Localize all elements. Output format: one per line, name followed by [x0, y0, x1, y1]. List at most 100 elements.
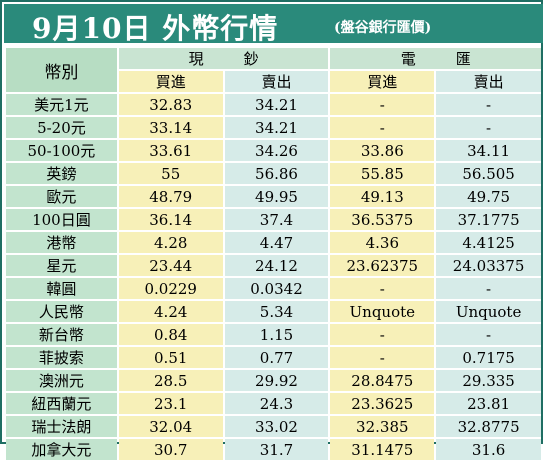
cash-sell-cell: 0.77 [224, 347, 329, 368]
table-row: 新台幣 0.84 1.15- - [6, 324, 541, 345]
page-title: 9月10日 外幣行情 [32, 12, 279, 45]
transfer-sell-cell: - [436, 324, 541, 345]
rate-table-body: 幣別 現鈔 電匯 買進 賣出 買進 賣出 美元1元 32.83 34.21- -5-2… [6, 48, 541, 460]
currency-cell: 菲披索 [6, 347, 117, 368]
transfer-buy-header: 買進 [330, 71, 435, 92]
transfer-buy-cell: - [330, 347, 435, 368]
transfer-sell-cell: 49.75 [436, 186, 541, 207]
cash-sell-cell: 33.02 [224, 416, 329, 437]
cash-sell-header: 賣出 [224, 71, 329, 92]
transfer-sell-cell: 24.03375 [436, 255, 541, 276]
cash-sell-cell: 1.15 [224, 324, 329, 345]
transfer-sell-cell: Unquote [436, 301, 541, 322]
currency-cell: 歐元 [6, 186, 117, 207]
transfer-sell-header: 賣出 [436, 71, 541, 92]
cash-buy-cell: 28.5 [118, 370, 223, 391]
cash-buy-cell: 36.14 [118, 209, 223, 230]
transfer-buy-cell: - [330, 278, 435, 299]
cash-buy-header: 買進 [118, 71, 223, 92]
cash-sell-cell: 34.26 [224, 140, 329, 161]
transfer-buy-cell: 49.13 [330, 186, 435, 207]
transfer-buy-cell: Unquote [330, 301, 435, 322]
transfer-sell-cell: 32.8775 [436, 416, 541, 437]
currency-cell: 美元1元 [6, 94, 117, 115]
currency-cell: 5-20元 [6, 117, 117, 138]
cash-buy-cell: 0.84 [118, 324, 223, 345]
cash-sell-cell: 29.92 [224, 370, 329, 391]
currency-cell: 新台幣 [6, 324, 117, 345]
transfer-buy-cell: - [330, 94, 435, 115]
title-bar: 9月10日 外幣行情 (盤谷銀行匯價) [4, 4, 543, 45]
transfer-buy-cell: - [330, 324, 435, 345]
transfer-sell-cell: 4.4125 [436, 232, 541, 253]
cash-sell-cell: 31.7 [224, 439, 329, 460]
table-row: 瑞士法朗 32.04 33.02 32.385 32.8775 [6, 416, 541, 437]
cash-sell-cell: 34.21 [224, 117, 329, 138]
currency-cell: 瑞士法朗 [6, 416, 117, 437]
currency-cell: 紐西蘭元 [6, 393, 117, 414]
cash-buy-cell: 55 [118, 163, 223, 184]
transfer-sell-cell: 37.1775 [436, 209, 541, 230]
cash-sell-cell: 24.3 [224, 393, 329, 414]
cash-sell-cell: 24.12 [224, 255, 329, 276]
cash-buy-cell: 33.61 [118, 140, 223, 161]
cash-buy-cell: 33.14 [118, 117, 223, 138]
cash-buy-cell: 4.28 [118, 232, 223, 253]
table-row: 美元1元 32.83 34.21- - [6, 94, 541, 115]
table-row: 韓圓 0.0229 0.0342- - [6, 278, 541, 299]
transfer-group-header: 電匯 [330, 48, 541, 69]
transfer-buy-cell: 55.85 [330, 163, 435, 184]
cash-buy-cell: 4.24 [118, 301, 223, 322]
table-row: 紐西蘭元 23.1 24.3 23.3625 23.81 [6, 393, 541, 414]
transfer-buy-cell: 23.3625 [330, 393, 435, 414]
transfer-sell-cell: 31.6 [436, 439, 541, 460]
transfer-sell-cell: - [436, 117, 541, 138]
transfer-sell-cell: 29.335 [436, 370, 541, 391]
table-row: 100日圓 36.14 37.4 36.5375 37.1775 [6, 209, 541, 230]
currency-cell: 港幣 [6, 232, 117, 253]
cash-sell-cell: 49.95 [224, 186, 329, 207]
table-row: 澳洲元 28.5 29.92 28.8475 29.335 [6, 370, 541, 391]
header-row-sub: 買進 賣出 買進 賣出 [6, 71, 541, 92]
exchange-rate-table: 幣別 現鈔 電匯 買進 賣出 買進 賣出 美元1元 32.83 34.21- -5-2… [4, 46, 543, 462]
table-row: 50-100元 33.61 34.26 33.86 34.11 [6, 140, 541, 161]
header-row-groups: 幣別 現鈔 電匯 [6, 48, 541, 92]
currency-cell: 英鎊 [6, 163, 117, 184]
transfer-buy-cell: 32.385 [330, 416, 435, 437]
currency-cell: 澳洲元 [6, 370, 117, 391]
currency-column-header: 幣別 [6, 48, 117, 92]
table-row: 5-20元 33.14 34.21- - [6, 117, 541, 138]
currency-cell: 韓圓 [6, 278, 117, 299]
currency-cell: 人民幣 [6, 301, 117, 322]
cash-buy-cell: 23.1 [118, 393, 223, 414]
currency-cell: 100日圓 [6, 209, 117, 230]
table-row: 加拿大元 30.7 31.7 31.1475 31.6 [6, 439, 541, 460]
transfer-buy-cell: 4.36 [330, 232, 435, 253]
cash-sell-cell: 34.21 [224, 94, 329, 115]
cash-buy-cell: 30.7 [118, 439, 223, 460]
cash-sell-cell: 4.47 [224, 232, 329, 253]
table-row: 星元 23.44 24.12 23.62375 24.03375 [6, 255, 541, 276]
table-row: 英鎊 55 56.86 55.85 56.505 [6, 163, 541, 184]
transfer-sell-cell: 34.11 [436, 140, 541, 161]
cash-sell-cell: 37.4 [224, 209, 329, 230]
transfer-buy-cell: 33.86 [330, 140, 435, 161]
cash-sell-cell: 0.0342 [224, 278, 329, 299]
table-row: 菲披索 0.51 0.77-0.7175 [6, 347, 541, 368]
transfer-buy-cell: - [330, 117, 435, 138]
currency-cell: 50-100元 [6, 140, 117, 161]
currency-cell: 加拿大元 [6, 439, 117, 460]
cash-buy-cell: 0.0229 [118, 278, 223, 299]
cash-group-header: 現鈔 [118, 48, 329, 69]
cash-sell-cell: 56.86 [224, 163, 329, 184]
transfer-buy-cell: 28.8475 [330, 370, 435, 391]
transfer-sell-cell: 23.81 [436, 393, 541, 414]
table-row: 歐元 48.79 49.95 49.13 49.75 [6, 186, 541, 207]
transfer-sell-cell: 56.505 [436, 163, 541, 184]
transfer-buy-cell: 36.5375 [330, 209, 435, 230]
cash-buy-cell: 32.83 [118, 94, 223, 115]
cash-buy-cell: 0.51 [118, 347, 223, 368]
transfer-sell-cell: 0.7175 [436, 347, 541, 368]
cash-buy-cell: 23.44 [118, 255, 223, 276]
